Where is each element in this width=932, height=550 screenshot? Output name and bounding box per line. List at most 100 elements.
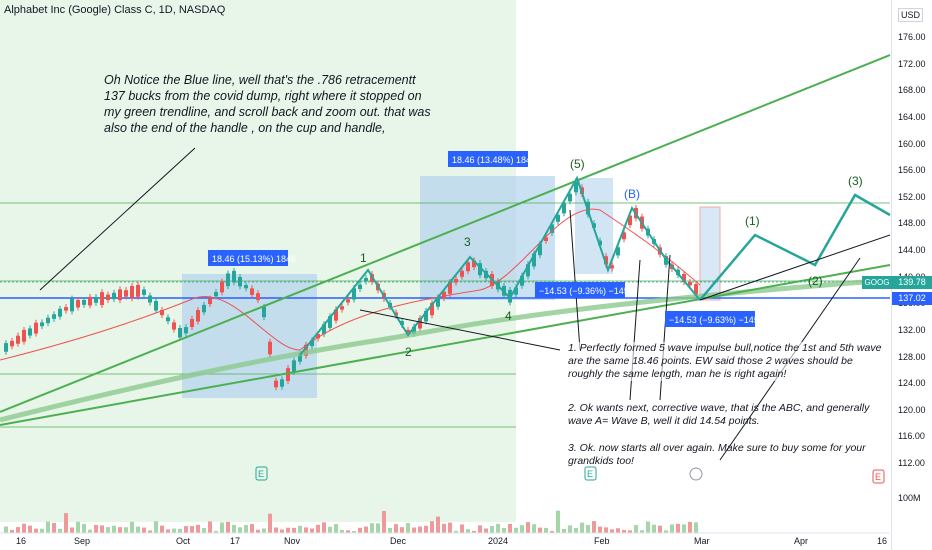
volume-bar <box>142 527 146 533</box>
volume-bar <box>64 513 68 533</box>
volume-bar <box>556 510 560 533</box>
price-tick: 168.00 <box>898 85 926 96</box>
wave-label: 3 <box>464 235 471 249</box>
earnings-marker[interactable] <box>255 466 268 481</box>
candle <box>190 319 194 327</box>
volume-bar <box>16 527 20 533</box>
volume-bar <box>670 524 674 533</box>
volume-bar <box>682 524 686 533</box>
candle <box>244 285 248 289</box>
price-tick: 112.00 <box>898 458 925 468</box>
candle <box>82 299 86 305</box>
elliott-wave-path <box>299 175 701 356</box>
volume-bar <box>658 525 662 533</box>
candle <box>538 243 542 256</box>
volume-bar <box>250 523 254 533</box>
candle <box>94 296 98 303</box>
volume-bar <box>406 523 410 533</box>
candle <box>286 368 290 382</box>
volume-bar <box>646 521 650 533</box>
time-tick: Apr <box>794 536 808 546</box>
measure-label: −14.53 (−9.36%) −1453 <box>539 286 634 296</box>
volume-bar <box>238 527 242 533</box>
volume-bar <box>28 525 32 533</box>
volume-bar <box>160 525 164 533</box>
price-axis[interactable]: USD 176.00 172.00 168.00 164.00 160.00 156.00… <box>862 0 932 550</box>
candle <box>202 304 206 313</box>
symbol-title: Alphabet Inc (Google) Class C, 1D, NASDA… <box>4 4 226 16</box>
volume-bar <box>616 528 620 533</box>
time-tick: Sep <box>74 536 90 546</box>
wave-label: (B) <box>624 187 640 201</box>
candle <box>166 317 170 322</box>
volume-bar <box>508 523 512 533</box>
candle <box>310 340 314 347</box>
volume-bar <box>262 528 266 533</box>
measure-label: −14.53 (−9.63%) −1453 <box>669 315 764 325</box>
volume-bar <box>184 526 188 533</box>
candle <box>172 322 176 330</box>
candle <box>328 316 332 328</box>
volume-bar <box>124 527 128 533</box>
wave-label: (1) <box>745 214 760 228</box>
price-tick: 128.00 <box>898 351 926 362</box>
volume-bar <box>112 525 116 533</box>
volume-bar <box>340 529 344 533</box>
volume-bar <box>154 521 158 533</box>
earnings-marker[interactable] <box>872 469 885 484</box>
candle <box>622 232 626 240</box>
volume-bar <box>10 529 14 533</box>
price-tick: 156.00 <box>898 165 926 176</box>
volume-bar <box>364 526 368 533</box>
time-tick: Dec <box>390 536 407 546</box>
candle <box>250 288 254 295</box>
candle <box>688 282 692 286</box>
volume-bar <box>220 522 224 533</box>
volume-bar <box>514 527 518 533</box>
candle <box>208 298 212 305</box>
volume-bar <box>256 529 260 533</box>
volume-bar <box>316 524 320 533</box>
candle <box>520 275 524 286</box>
candle <box>148 295 152 303</box>
measure-label: 18.46 (13.48%) 1846 <box>452 155 536 165</box>
candle <box>52 314 56 319</box>
volume-tick: 100M <box>898 493 921 503</box>
volume-bar <box>166 529 170 533</box>
earnings-marker[interactable] <box>584 466 597 481</box>
price-tick: 144.00 <box>898 245 926 255</box>
candle <box>616 247 620 256</box>
measure-label: 18.46 (15.13%) 1846 <box>212 254 296 264</box>
candle <box>628 215 632 226</box>
candle <box>322 324 326 335</box>
volume-bar <box>280 529 284 533</box>
volume-bar <box>622 529 626 533</box>
candle <box>292 360 296 373</box>
note-arrow <box>699 234 891 301</box>
volume-bar <box>376 523 380 533</box>
candle <box>214 292 218 297</box>
volume-bar <box>244 525 248 533</box>
volume-bar <box>136 526 140 533</box>
volume-bar <box>652 524 656 533</box>
candle <box>568 193 572 202</box>
candle <box>16 335 20 344</box>
candle <box>610 265 614 269</box>
volume-bar <box>604 527 608 533</box>
volume-bar <box>454 530 458 533</box>
price-tick: 152.00 <box>898 191 926 202</box>
candle <box>232 270 236 283</box>
candle <box>280 379 284 387</box>
measure-label-bg <box>665 311 755 327</box>
volume-bar <box>202 527 206 533</box>
dividend-marker-icon[interactable] <box>689 467 703 481</box>
candle <box>268 341 272 355</box>
volume-series <box>4 510 698 533</box>
candle <box>406 329 410 335</box>
time-tick: 2024 <box>488 536 508 546</box>
measure-label-bg <box>208 250 288 266</box>
candle <box>454 278 458 283</box>
volume-bar <box>334 524 338 533</box>
volume-bar <box>562 528 566 533</box>
